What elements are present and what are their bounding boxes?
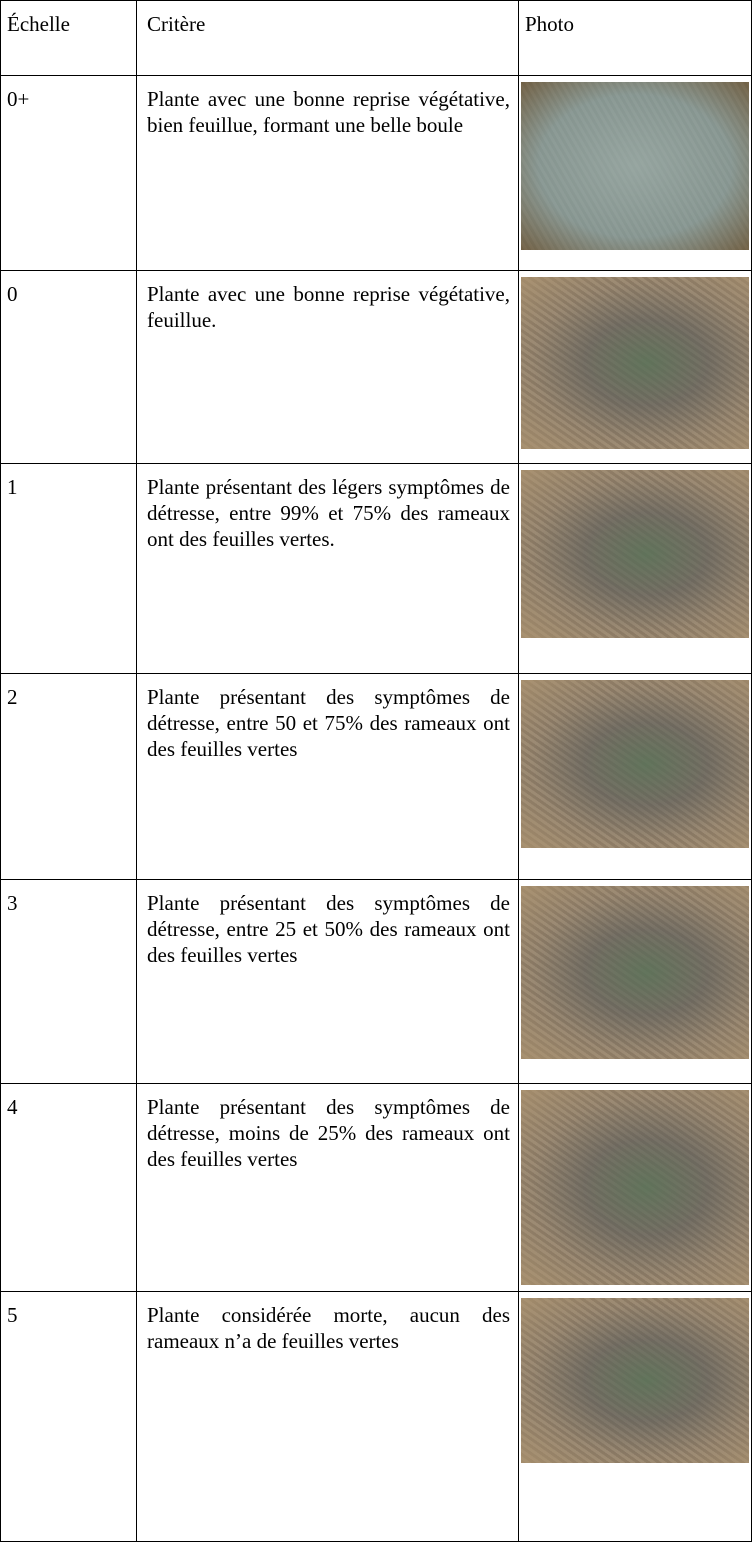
photo-cell	[518, 1291, 752, 1542]
criterion-cell: Plante présentant des symptômes de détre…	[136, 879, 519, 1084]
photo	[521, 886, 749, 1059]
photo-cell	[518, 463, 752, 674]
photo	[521, 680, 749, 848]
table-row: 0+ Plante avec une bonne reprise végétati…	[0, 75, 752, 271]
header-cell: Échelle	[0, 0, 137, 76]
criterion-cell: Plante avec une bonne reprise végétative…	[136, 270, 519, 464]
scale-cell: 2	[0, 673, 137, 880]
criterion-cell: Plante considérée morte, aucun des ramea…	[136, 1291, 519, 1542]
photo-cell	[518, 879, 752, 1084]
header-row: Échelle Critère Photo	[0, 0, 752, 76]
table-row: 1 Plante présentant des légers symptômes …	[0, 463, 752, 674]
criterion-cell: Plante présentant des légers symptômes d…	[136, 463, 519, 674]
photo	[521, 470, 749, 638]
header-cell: Critère	[136, 0, 519, 76]
table-row: 5 Plante considérée morte, aucun des rame…	[0, 1291, 752, 1542]
table-row: 2 Plante présentant des symptômes de détr…	[0, 673, 752, 880]
photo	[521, 1090, 749, 1285]
photo	[521, 82, 749, 250]
scale-cell: 3	[0, 879, 137, 1084]
table-row: 4 Plante présentant des symptômes de détr…	[0, 1083, 752, 1292]
photo	[521, 1298, 749, 1463]
photo-cell	[518, 270, 752, 464]
criterion-cell: Plante avec une bonne reprise végétative…	[136, 75, 519, 271]
scale-cell: 4	[0, 1083, 137, 1292]
photo-cell	[518, 1083, 752, 1292]
criterion-cell: Plante présentant des symptômes de détre…	[136, 1083, 519, 1292]
photo-cell	[518, 673, 752, 880]
table-row: 3 Plante présentant des symptômes de détr…	[0, 879, 752, 1084]
photo-cell	[518, 75, 752, 271]
header-cell: Photo	[518, 0, 752, 76]
photo	[521, 277, 749, 449]
criterion-cell: Plante présentant des symptômes de détre…	[136, 673, 519, 880]
scale-cell: 5	[0, 1291, 137, 1542]
table-row: 0 Plante avec une bonne reprise végétativ…	[0, 270, 752, 464]
scale-cell: 1	[0, 463, 137, 674]
scale-cell: 0+	[0, 75, 137, 271]
scale-cell: 0	[0, 270, 137, 464]
